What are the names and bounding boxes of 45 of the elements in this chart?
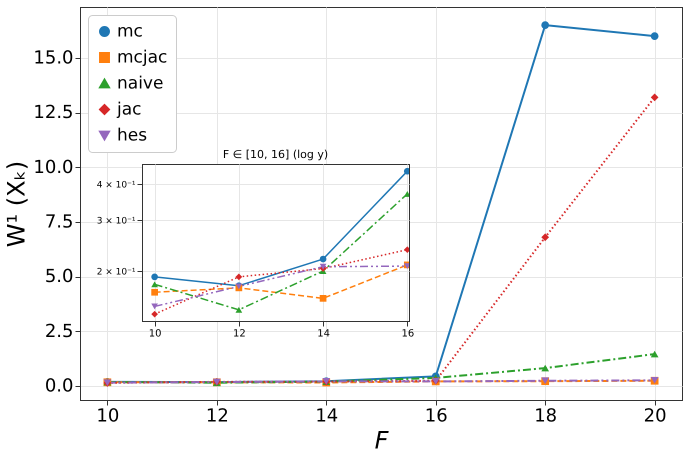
legend-label: mcjac <box>117 48 168 68</box>
point <box>541 21 550 30</box>
x-tick-label: 14 <box>317 328 330 340</box>
x-axis-title: F <box>374 426 390 454</box>
point <box>650 32 659 40</box>
point <box>320 256 326 262</box>
y-tick-label: 4 × 10⁻¹ <box>96 180 136 190</box>
x-tick-label: 12 <box>232 328 246 340</box>
y-tick-label: 5.0 <box>44 266 74 288</box>
point <box>650 350 659 358</box>
point <box>151 310 158 318</box>
legend-label: jac <box>116 100 142 120</box>
point <box>236 306 242 313</box>
y-tick-label: 12.5 <box>33 102 74 124</box>
point <box>404 246 409 254</box>
legend-label: mc <box>117 22 143 42</box>
x-tick-label: 18 <box>534 406 558 426</box>
y-tick-label: 3 × 10⁻¹ <box>96 216 136 226</box>
point <box>320 295 326 302</box>
x-tick-label: 10 <box>148 328 162 340</box>
point <box>151 304 158 310</box>
y-tick-label: 2 × 10⁻¹ <box>96 268 136 278</box>
y-tick-label: 10.0 <box>33 156 74 178</box>
legend-label: hes <box>117 126 148 146</box>
x-tick-label: 16 <box>424 406 448 426</box>
x-tick-label: 14 <box>315 406 338 426</box>
point <box>404 168 409 175</box>
point <box>151 273 158 280</box>
point <box>650 93 659 102</box>
x-tick-label: 20 <box>644 406 667 426</box>
point <box>151 281 158 288</box>
y-tick-label: 15.0 <box>33 47 74 68</box>
y-tick-label: 0.0 <box>44 376 74 397</box>
point <box>236 273 242 280</box>
y-tick-label: 2.5 <box>44 320 74 342</box>
x-tick-label: 12 <box>206 406 229 426</box>
point <box>541 233 550 242</box>
y-tick-label: 7.5 <box>44 211 74 232</box>
legend-label: naive <box>117 74 164 94</box>
point <box>541 364 550 372</box>
point <box>151 288 158 296</box>
y-axis-title: W¹ (Xₖ) <box>2 160 30 248</box>
chart-title: F ∈ [10, 16] (log y) <box>222 148 328 161</box>
x-tick-label: 10 <box>96 406 120 426</box>
x-tick-label: 16 <box>401 328 414 340</box>
